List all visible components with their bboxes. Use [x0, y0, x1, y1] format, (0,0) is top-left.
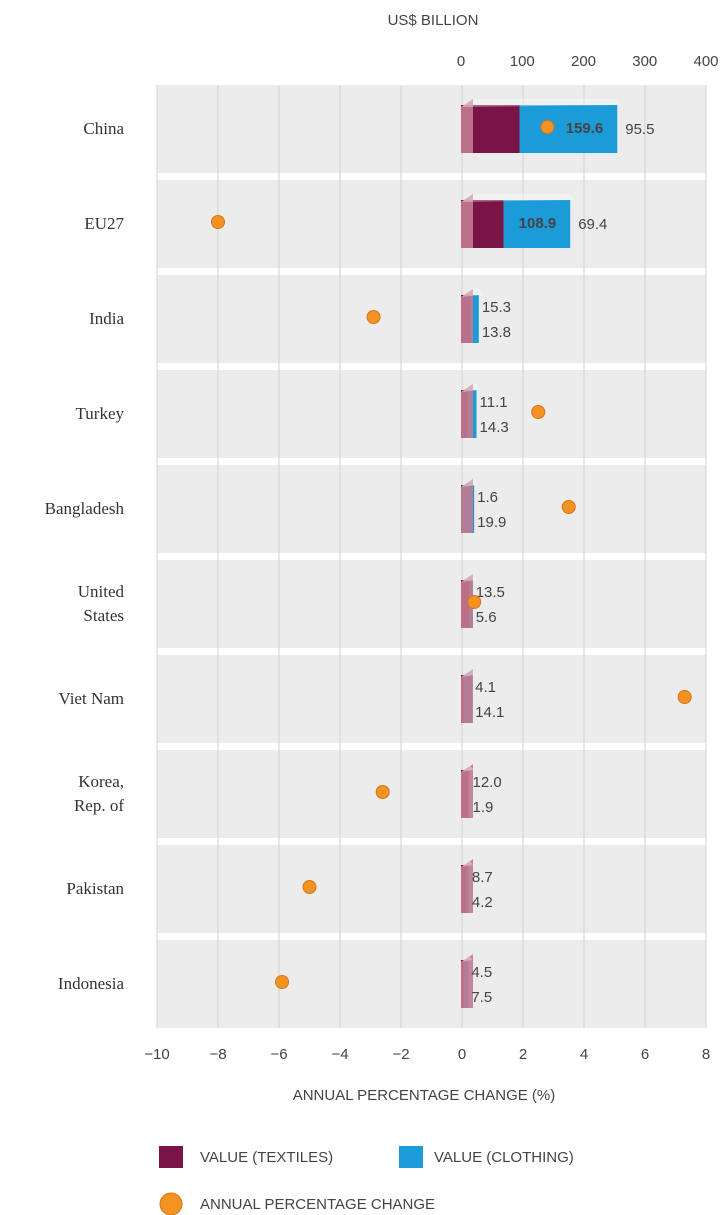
category-label: United States	[77, 582, 124, 625]
bar-clothing	[470, 295, 479, 343]
row-band	[157, 560, 706, 648]
top-tick-label: 200	[571, 53, 596, 70]
bar-side	[461, 384, 473, 438]
clothing-label: 159.6	[566, 120, 604, 137]
legend-swatch	[159, 1192, 183, 1215]
pct-dot	[211, 215, 225, 229]
textiles-label: 11.1	[480, 394, 508, 411]
row-band	[157, 655, 706, 743]
bar-top	[461, 764, 474, 772]
bottom-tick-label: 4	[580, 1046, 588, 1063]
bar-side	[461, 574, 473, 628]
textiles-label: 1.6	[477, 489, 498, 506]
legend-label: VALUE (CLOTHING)	[434, 1149, 574, 1166]
clothing-label: 7.5	[471, 989, 492, 1006]
bands	[157, 85, 706, 1028]
bottom-tick-label: 0	[458, 1046, 466, 1063]
row-band	[157, 85, 706, 173]
textiles-label: 8.7	[472, 869, 493, 886]
clothing-label: 1.9	[473, 799, 494, 816]
bar-side	[461, 764, 473, 818]
bar-top	[461, 574, 477, 582]
row-band	[157, 845, 706, 933]
bar-top	[461, 954, 473, 962]
legend-swatch	[399, 1146, 423, 1168]
textiles-label: 12.0	[473, 774, 502, 791]
bottom-tick-label: 6	[641, 1046, 649, 1063]
clothing-label: 4.2	[472, 894, 493, 911]
legend-label: VALUE (TEXTILES)	[200, 1149, 333, 1166]
bottom-tick-label: 8	[702, 1046, 710, 1063]
pct-dot	[302, 880, 317, 894]
clothing-label: 14.1	[475, 704, 504, 721]
top-tick-label: 0	[457, 53, 465, 70]
clothing-label: 14.3	[480, 419, 509, 436]
row-band	[157, 275, 706, 363]
bottom-tick-label: −2	[392, 1046, 409, 1063]
category-label: Turkey	[75, 404, 125, 423]
bar-top	[461, 384, 481, 392]
textiles-label: 4.5	[471, 964, 492, 981]
top-tick-label: 300	[632, 53, 657, 70]
legend-label: ANNUAL PERCENTAGE CHANGE	[200, 1196, 435, 1213]
bar-top	[461, 669, 477, 677]
pct-dot	[366, 310, 381, 324]
row-band	[157, 180, 706, 268]
category-label: Viet Nam	[58, 689, 124, 708]
bottom-axis-title: ANNUAL PERCENTAGE CHANGE (%)	[293, 1087, 556, 1104]
pct-dot	[677, 690, 692, 704]
bar-clothing	[519, 105, 618, 153]
category-label: Indonesia	[57, 974, 124, 993]
category-label: Pakistan	[66, 879, 124, 898]
textiles-label: 15.3	[482, 299, 511, 316]
bar-top	[461, 99, 622, 107]
category-label: India	[89, 309, 124, 328]
bottom-tick-label: −8	[209, 1046, 226, 1063]
bar-clothing	[503, 200, 571, 248]
top-axis-title: US$ BILLION	[388, 12, 479, 29]
bar-side	[461, 194, 473, 248]
row-band	[157, 750, 706, 838]
row-band	[157, 370, 706, 458]
pct-dot	[561, 500, 576, 514]
legend-swatch	[159, 1146, 183, 1168]
pct-dot	[375, 785, 390, 799]
bottom-tick-label: −4	[331, 1046, 348, 1063]
bottom-tick-label: −10	[144, 1046, 169, 1063]
bar-top	[461, 479, 479, 487]
pct-dot	[540, 120, 555, 134]
bar-side	[461, 859, 473, 913]
bar-side	[461, 479, 473, 533]
clothing-label: 13.8	[482, 324, 511, 341]
clothing-label: 108.9	[519, 215, 557, 232]
category-label: Bangladesh	[44, 499, 124, 518]
bottom-tick-label: −6	[270, 1046, 287, 1063]
bar-side	[461, 289, 473, 343]
textiles-label: 95.5	[625, 121, 654, 138]
textiles-label: 4.1	[475, 679, 496, 696]
category-label: Korea, Rep. of	[73, 772, 124, 815]
pct-dot	[275, 975, 290, 989]
bar-top	[461, 289, 483, 297]
clothing-label: 5.6	[476, 609, 497, 626]
category-label: China	[83, 119, 124, 138]
bar-top	[461, 194, 575, 202]
pct-dot	[467, 595, 482, 609]
bar-side	[461, 669, 473, 723]
bottom-tick-label: 2	[519, 1046, 527, 1063]
bar-side	[461, 99, 473, 153]
bar-top	[461, 859, 473, 867]
row-band	[157, 465, 706, 553]
textiles-label: 69.4	[578, 216, 607, 233]
pct-dot	[531, 405, 546, 419]
textiles-label: 13.5	[476, 584, 505, 601]
row-band	[157, 940, 706, 1028]
clothing-label: 19.9	[477, 514, 506, 531]
top-tick-label: 100	[510, 53, 535, 70]
bar-side	[461, 954, 473, 1008]
category-label: EU27	[84, 214, 124, 233]
top-tick-label: 400	[693, 53, 718, 70]
